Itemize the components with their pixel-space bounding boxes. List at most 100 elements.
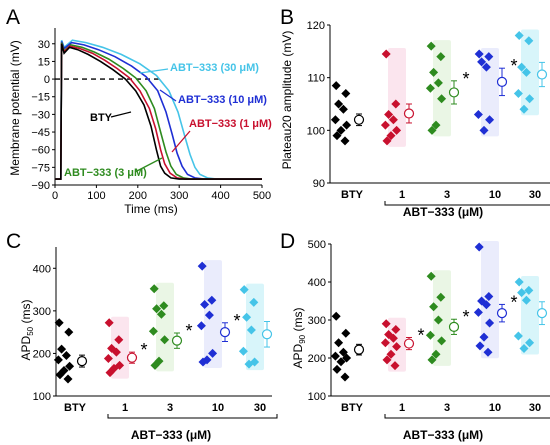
panel-b-data-point (332, 131, 342, 141)
panel-b-mean-marker (448, 87, 460, 98)
panel-a-trace-label: BTY (90, 112, 113, 124)
panel-a-ytick-label: −15 (31, 92, 50, 104)
panel-b-data-point (392, 125, 402, 135)
panel-b-data-point (437, 94, 447, 104)
panel-b-data-point (473, 110, 483, 120)
panel-c-data-point (208, 348, 218, 358)
panel-a-xlabel: Time (ms) (124, 202, 178, 216)
panel-letter-b: B (280, 6, 294, 29)
panel-b-data-point (381, 49, 391, 59)
panel-a-ytick-label: −45 (31, 127, 50, 139)
panel-b-data-point (386, 131, 396, 141)
panel-b-ytick-label: 100 (307, 125, 325, 137)
panel-d-significance-star: * (510, 292, 517, 312)
panel-d-mean-marker (448, 321, 460, 332)
panel-d-data-point (437, 336, 447, 346)
panel-d-data-point (485, 318, 495, 328)
panel-d-ytick-label: 500 (308, 239, 326, 251)
panel-d-mean-marker (496, 308, 508, 319)
panel-d-data-point (524, 285, 534, 295)
panel-d-mean-marker (353, 344, 365, 355)
panel-d-data-point (341, 328, 351, 338)
panel-c-ytick-label: 400 (33, 263, 51, 275)
panel-d-ytick-label: 200 (308, 353, 326, 365)
panel-b-data-point (342, 120, 352, 130)
panel-b-data-point (479, 125, 489, 135)
panel-c-apd50-chart: APD50 (ms) ABT−333 (μM) 100 200 300 400 BTY 1… (19, 247, 278, 442)
panel-b-significance-star: * (462, 69, 469, 89)
panel-d-data-point (479, 332, 489, 342)
panel-b-data-point (380, 120, 390, 130)
panel-b-group-shade (433, 40, 451, 137)
panel-c-data-point (159, 301, 169, 311)
panel-a-label-arrow (134, 157, 163, 173)
panel-c-data-point (152, 304, 162, 314)
panel-b-ytick-label: 110 (307, 73, 325, 85)
panel-c-mean-marker (261, 329, 273, 340)
panel-b-mean-marker (496, 76, 508, 87)
panel-a-ytick-label: −60 (31, 145, 50, 157)
panel-c-data-point (239, 285, 249, 295)
panel-a-label-arrow (139, 68, 169, 74)
panel-d-data-point (514, 277, 524, 287)
panel-b-data-point (514, 31, 524, 41)
panel-c-data-point (64, 327, 74, 337)
panel-b-data-point (382, 136, 392, 146)
panel-d-data-point (388, 333, 398, 343)
panel-d-category-label: BTY (341, 402, 364, 414)
panel-c-data-point (53, 355, 63, 365)
panel-b-data-point (525, 94, 535, 104)
panel-c-group-shade (204, 260, 222, 368)
panel-d-category-label: 30 (529, 402, 541, 414)
panel-a-trace (55, 43, 262, 180)
panel-b-category-label: 1 (399, 189, 405, 201)
panel-d-data-point (521, 295, 531, 305)
panel-b-group-bracket (384, 201, 550, 206)
panel-b-category-label: BTY (341, 189, 364, 201)
panel-c-data-point (198, 357, 208, 367)
panel-d-data-point (330, 351, 340, 361)
panel-d-data-point (340, 372, 350, 382)
panel-b-data-point (388, 115, 398, 125)
panel-b-data-point (433, 78, 443, 88)
panel-c-data-point (246, 325, 256, 335)
panel-b-data-point (484, 52, 494, 62)
panel-d-data-point (382, 355, 392, 365)
panel-a-xtick-label: 100 (87, 190, 105, 202)
panel-d-ylabel: APD90 (ms) (291, 308, 307, 369)
panel-d-data-point (433, 315, 443, 325)
panel-d-mean-marker (536, 308, 548, 319)
panel-d-category-label: 10 (489, 402, 501, 414)
panel-c-mean-marker (76, 355, 88, 367)
panel-b-data-point (427, 125, 437, 135)
panel-c-data-point (207, 295, 217, 305)
panel-c-category-label: BTY (64, 402, 87, 414)
panel-b-data-point (517, 62, 527, 72)
panel-c-data-point (104, 318, 114, 328)
panel-a-trace-label: ABT−333 (1 μM) (189, 118, 272, 130)
panel-c-xlabel: ABT−333 (μM) (131, 428, 211, 442)
panel-d-data-point (484, 291, 494, 301)
panel-d-group-shade (433, 270, 451, 366)
panel-b-data-point (338, 104, 348, 114)
panel-b-data-point (429, 67, 439, 77)
panel-b-data-point (481, 62, 491, 72)
panel-b-mean-marker (403, 108, 415, 119)
panel-c-mean-marker (219, 327, 231, 338)
panel-a-xtick-label: 300 (170, 190, 188, 202)
panel-a-ytick-label: 0 (44, 74, 50, 86)
panel-d-data-point (334, 338, 344, 348)
panel-a-label-arrow (110, 111, 132, 118)
panel-b-data-point (384, 110, 394, 120)
panel-c-data-point (156, 309, 166, 319)
panel-c-data-point (160, 335, 170, 345)
panel-d-significance-star: * (462, 307, 469, 327)
panel-d-data-point (386, 349, 396, 359)
panel-d-data-point (481, 300, 491, 310)
panel-d-category-label: 3 (444, 402, 450, 414)
panel-c-significance-star: * (185, 321, 192, 341)
panel-a-xtick-label: 400 (211, 190, 229, 202)
panel-d-apd90-chart: APD90 (ms) ABT−333 (μM) 100 200 300 400 500 B… (291, 239, 550, 442)
panel-a-ytick-label: −75 (31, 162, 50, 174)
